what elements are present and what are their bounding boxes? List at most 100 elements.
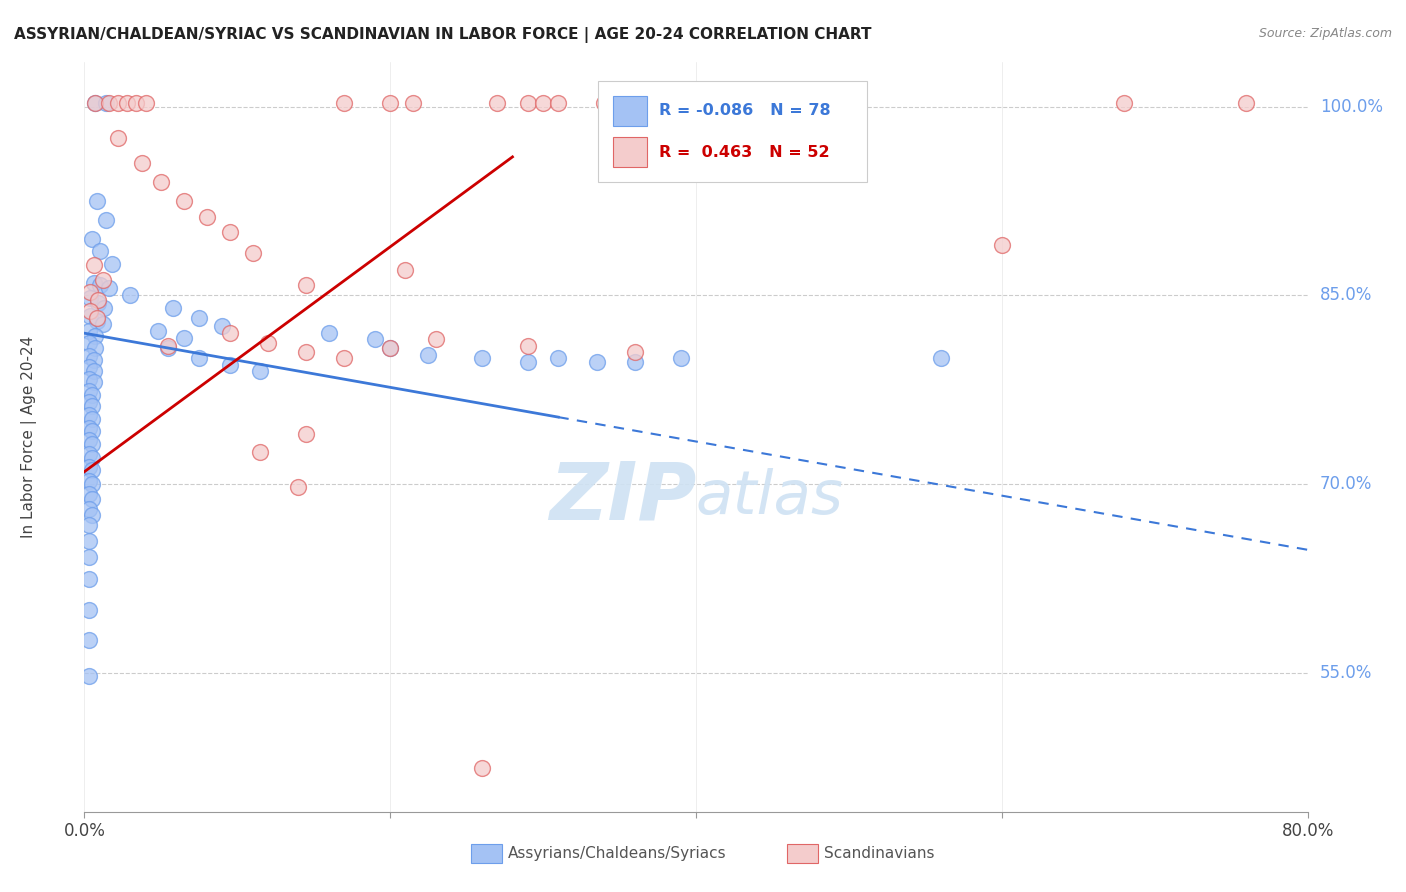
Point [80,388,103,402]
Point [991,238,1014,252]
Point [77,459,100,474]
Point [516,355,538,369]
Point [80,425,103,439]
Point [87,293,110,308]
Point [77,633,100,648]
Point [77,324,100,338]
Text: 85.0%: 85.0% [1320,286,1372,304]
Point [101,257,124,271]
Point [295,345,318,359]
Point [87,296,110,310]
FancyBboxPatch shape [598,81,868,182]
Point [83,276,105,290]
Point [89,244,111,259]
Point [77,447,100,461]
Point [77,572,100,586]
Point [425,333,447,347]
Point [77,669,100,683]
Text: ASSYRIAN/CHALDEAN/SYRIAC VS SCANDINAVIAN IN LABOR FORCE | AGE 20-24 CORRELATION : ASSYRIAN/CHALDEAN/SYRIAC VS SCANDINAVIAN… [14,27,872,43]
Point [146,324,169,338]
Point [249,444,271,458]
Point [929,351,952,366]
Point [318,326,340,341]
Point [125,95,148,110]
Point [242,245,264,260]
Point [394,263,416,277]
Point [80,508,103,522]
Point [79,309,101,323]
Point [86,311,108,326]
Point [84,341,107,355]
Point [77,349,100,363]
Point [157,339,180,353]
Point [531,95,554,110]
Text: ZIP: ZIP [548,458,696,536]
Text: 70.0%: 70.0% [1320,475,1372,493]
Point [86,194,108,208]
Point [218,358,240,372]
Point [77,474,100,488]
Text: In Labor Force | Age 20-24: In Labor Force | Age 20-24 [21,336,38,538]
Point [77,533,100,548]
Point [157,341,180,355]
Point [77,550,100,565]
Text: atlas: atlas [696,467,844,526]
Point [333,95,356,110]
Point [80,399,103,413]
Point [211,318,233,333]
Point [295,278,318,293]
Text: Source: ZipAtlas.com: Source: ZipAtlas.com [1258,27,1392,40]
Point [77,517,100,532]
Point [486,95,509,110]
Text: Assyrians/Chaldeans/Syriacs: Assyrians/Chaldeans/Syriacs [508,847,725,861]
Bar [613,96,647,126]
Point [135,95,157,110]
Point [333,351,356,366]
Point [86,313,108,327]
Point [77,408,100,422]
Point [173,194,195,208]
Point [80,412,103,426]
Point [107,95,129,110]
Point [1114,95,1136,110]
Point [94,95,117,110]
Point [115,95,138,110]
Point [91,318,114,332]
Point [418,348,440,362]
Point [380,341,402,355]
Point [77,434,100,448]
Point [77,360,100,375]
Point [162,301,184,315]
Point [188,351,211,366]
Text: R =  0.463   N = 52: R = 0.463 N = 52 [659,145,830,160]
Point [471,351,494,366]
Point [107,131,129,145]
Point [731,95,754,110]
Point [792,95,814,110]
Point [83,352,105,367]
Text: R = -0.086   N = 78: R = -0.086 N = 78 [659,103,831,118]
Text: 55.0%: 55.0% [1320,665,1372,682]
Point [80,232,103,246]
Point [83,364,105,378]
Point [97,281,120,295]
Point [287,480,309,494]
Point [249,364,271,378]
Point [91,273,114,287]
Point [77,384,100,398]
Point [593,95,616,110]
Point [77,487,100,501]
Point [83,258,105,272]
Point [761,95,783,110]
Point [149,175,172,189]
Point [94,212,117,227]
Point [84,95,107,110]
Point [218,326,240,341]
Point [77,420,100,434]
Point [77,502,100,516]
Point [516,339,538,353]
Point [80,463,103,477]
Point [77,395,100,409]
Point [547,351,569,366]
Point [624,355,647,369]
